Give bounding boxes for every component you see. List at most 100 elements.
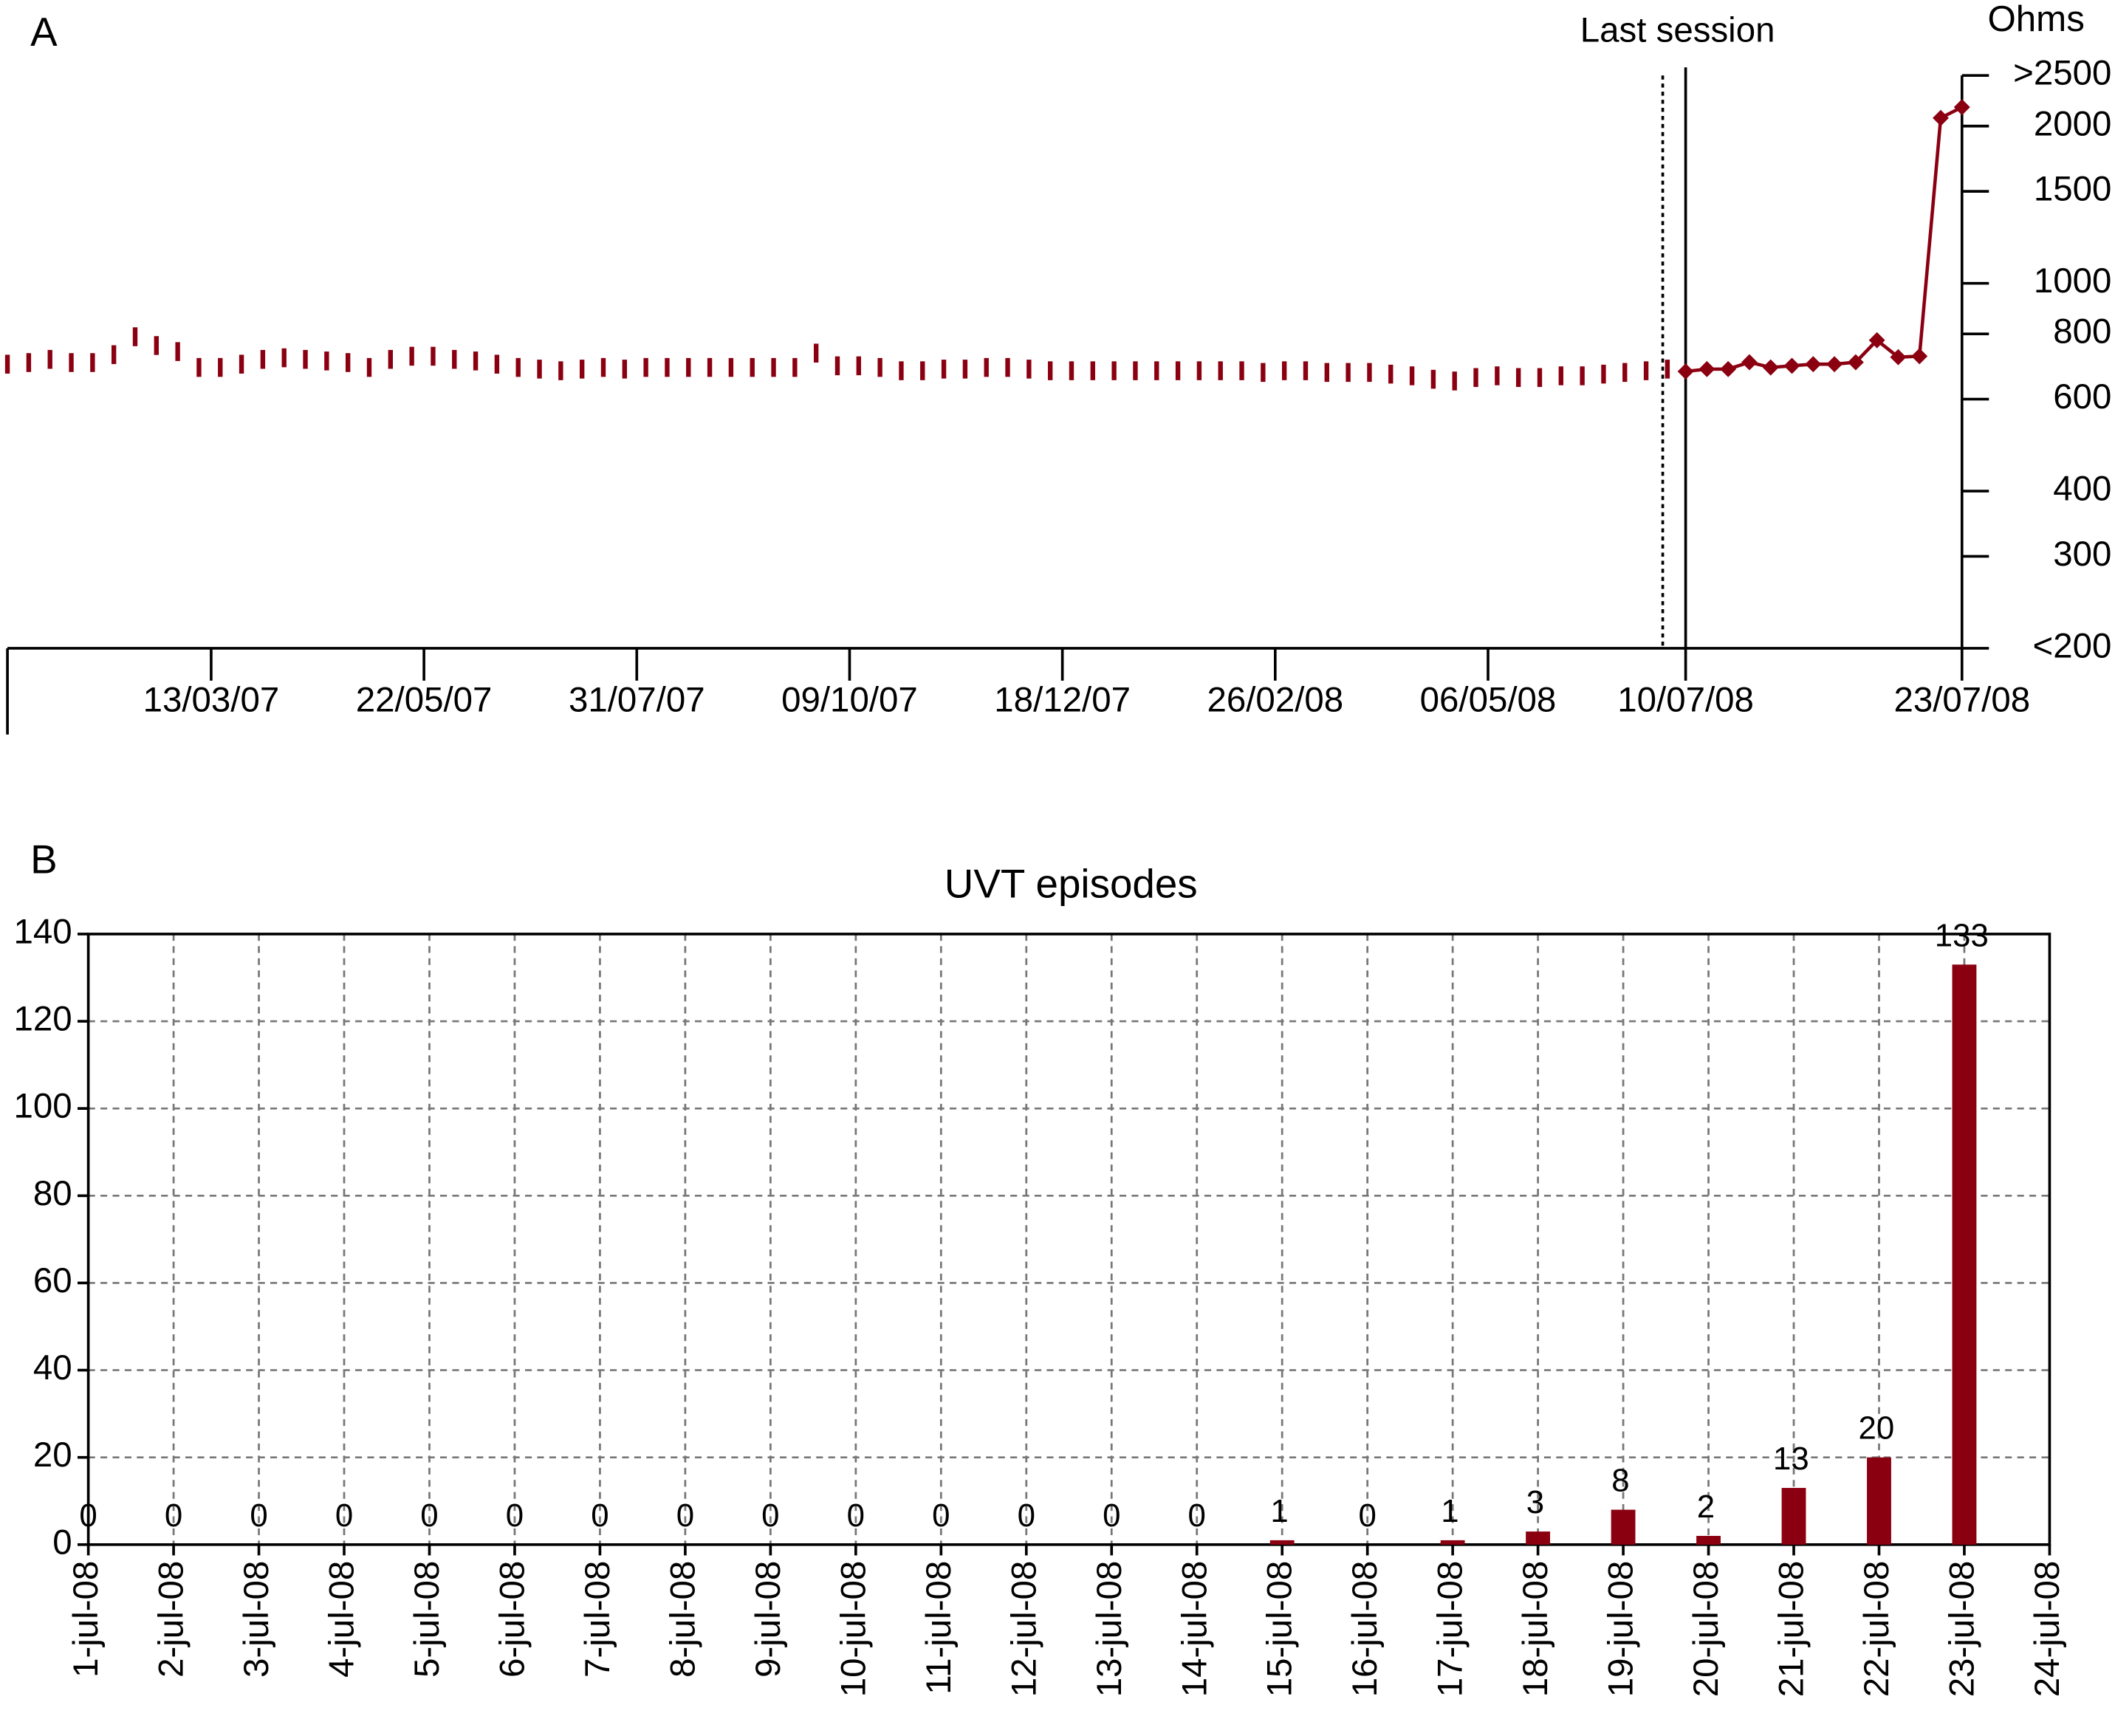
y-tick-label: <200 — [2033, 627, 2112, 666]
value-label: 20 — [1858, 1410, 1894, 1447]
x-tick-label: 23-jul-08 — [1942, 1561, 1981, 1698]
diamond — [1805, 356, 1822, 373]
x-tick-label: 13-jul-08 — [1090, 1561, 1129, 1698]
bar — [1952, 964, 1977, 1545]
x-tick-label: 5-jul-08 — [408, 1561, 447, 1678]
y-tick-label: 20 — [33, 1435, 72, 1475]
x-tick-label: 17-jul-08 — [1431, 1561, 1470, 1698]
x-tick-label: 14-jul-08 — [1175, 1561, 1214, 1698]
value-label: 0 — [1018, 1497, 1035, 1534]
diamond — [1783, 357, 1800, 374]
x-tick-label: 21-jul-08 — [1772, 1561, 1811, 1698]
y-tick-label: 1000 — [2034, 261, 2112, 301]
line — [1685, 106, 1963, 374]
bar — [1269, 1540, 1295, 1545]
x-tick-label: 26/02/08 — [1207, 681, 1343, 720]
y-tick-label: 2000 — [2034, 104, 2112, 143]
chart-title: UVT episodes — [945, 861, 1198, 907]
x-tick-label: 15-jul-08 — [1261, 1561, 1300, 1698]
x-tick-label: 18-jul-08 — [1516, 1561, 1555, 1698]
value-label: 0 — [591, 1497, 609, 1534]
y-tick-label: 300 — [2053, 535, 2111, 574]
y-tick-label: 140 — [14, 912, 72, 951]
x-tick-label: 22/05/07 — [356, 681, 493, 720]
y-tick-label: 0 — [52, 1523, 72, 1562]
x-tick-label: 23/07/08 — [1893, 681, 2030, 720]
diamond — [1762, 359, 1779, 376]
x-tick-label: 19-jul-08 — [1602, 1561, 1641, 1698]
x-tick-label: 06/05/08 — [1420, 681, 1557, 720]
x-tick-label: 31/07/07 — [569, 681, 705, 720]
x-tick-label: 16-jul-08 — [1346, 1561, 1385, 1698]
x-tick-label: 10-jul-08 — [834, 1561, 873, 1698]
diamond — [1720, 360, 1737, 377]
diamond — [1741, 354, 1758, 371]
diamond — [1847, 354, 1864, 371]
y-tick-label: 100 — [14, 1087, 72, 1126]
bar — [1526, 1531, 1551, 1545]
x-tick-label: 6-jul-08 — [493, 1561, 532, 1678]
x-tick-label: 20-jul-08 — [1687, 1561, 1726, 1698]
x-tick-label: 09/10/07 — [781, 681, 918, 720]
x-tick-label: 4-jul-08 — [323, 1561, 362, 1678]
diamond — [1933, 109, 1949, 126]
diamond — [1911, 348, 1928, 365]
value-label: 13 — [1773, 1441, 1809, 1477]
x-tick-label: 22-jul-08 — [1857, 1561, 1896, 1698]
value-label: 0 — [1103, 1497, 1120, 1534]
y-axis-label: Ohms — [1987, 0, 2084, 39]
diamond — [1826, 356, 1843, 373]
value-label: 0 — [1188, 1497, 1206, 1534]
x-tick-label: 9-jul-08 — [749, 1561, 788, 1678]
diamond — [1953, 99, 1970, 116]
x-tick-label: 1-jul-08 — [66, 1561, 106, 1678]
bar — [1611, 1509, 1636, 1545]
bar — [1781, 1488, 1806, 1545]
value-label: 0 — [335, 1497, 353, 1534]
value-label: 0 — [79, 1497, 97, 1534]
value-label: 133 — [1935, 917, 1989, 953]
diamond — [1677, 363, 1694, 380]
x-tick-label: 7-jul-08 — [578, 1561, 617, 1678]
value-label: 3 — [1526, 1484, 1544, 1520]
x-tick-label: 18/12/07 — [994, 681, 1131, 720]
bar — [1867, 1457, 1891, 1545]
bar — [1696, 1535, 1721, 1545]
panel-label: B — [30, 837, 58, 882]
x-tick-label: 24-jul-08 — [2028, 1561, 2067, 1698]
value-label: 0 — [165, 1497, 182, 1534]
value-label: 0 — [932, 1497, 950, 1534]
y-tick-label: 80 — [33, 1174, 72, 1213]
diamond — [1698, 360, 1715, 377]
value-label: 0 — [250, 1497, 267, 1534]
y-tick-label: 600 — [2053, 377, 2111, 416]
y-tick-label: 400 — [2053, 470, 2111, 509]
y-tick-label: 1500 — [2034, 170, 2112, 209]
value-label: 2 — [1697, 1489, 1715, 1525]
x-tick-label: 8-jul-08 — [663, 1561, 702, 1678]
value-label: 0 — [420, 1497, 438, 1534]
y-tick-label: 40 — [33, 1348, 72, 1387]
y-tick-label: >2500 — [2013, 54, 2111, 93]
value-label: 0 — [761, 1497, 779, 1534]
value-label: 0 — [847, 1497, 865, 1534]
x-tick-label: 12-jul-08 — [1004, 1561, 1043, 1698]
x-tick-label: 10/07/08 — [1617, 681, 1754, 720]
plot-frame — [86, 933, 2051, 1546]
value-label: 0 — [506, 1497, 524, 1534]
value-label: 0 — [1358, 1497, 1376, 1534]
panel-label: A — [30, 9, 58, 55]
x-tick-label: 3-jul-08 — [237, 1561, 276, 1678]
bar — [1440, 1540, 1465, 1545]
value-label: 1 — [1441, 1493, 1458, 1529]
x-tick-label: 13/03/07 — [143, 681, 280, 720]
y-tick-label: 800 — [2053, 312, 2111, 351]
y-tick-label: 60 — [33, 1261, 72, 1300]
value-label: 0 — [676, 1497, 694, 1534]
value-label: 1 — [1270, 1493, 1288, 1529]
x-tick-label: 2-jul-08 — [152, 1561, 191, 1678]
y-tick-label: 120 — [14, 1000, 72, 1039]
value-label: 8 — [1611, 1463, 1629, 1499]
annotation: Last session — [1580, 10, 1775, 49]
